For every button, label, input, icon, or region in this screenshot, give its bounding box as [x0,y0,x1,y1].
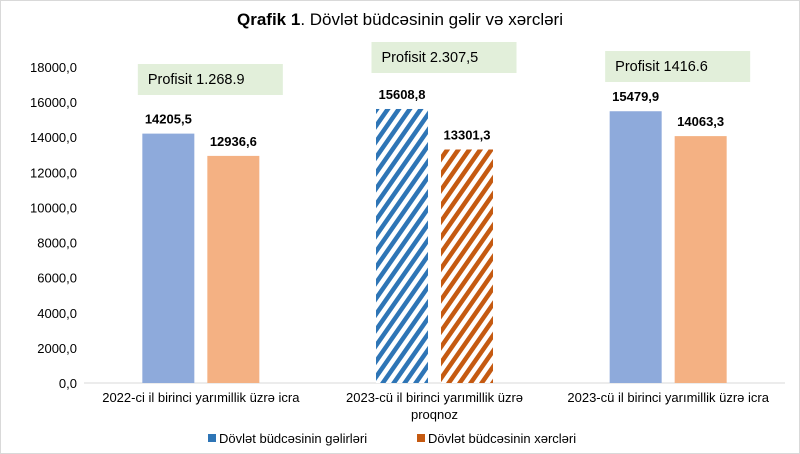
profit-annotation-box [137,64,283,95]
data-label: 14205,5 [145,112,192,127]
title-bold: Qrafik 1 [237,10,300,29]
data-label: 13301,3 [444,127,491,142]
bar-expense [674,136,727,383]
y-tick-label: 2000,0 [37,341,77,356]
y-tick-label: 18000,0 [30,60,77,75]
y-tick-label: 12000,0 [30,165,77,180]
data-label: 12936,6 [210,134,257,149]
chart-title: Qrafik 1. Dövlət büdcəsinin gəlir və xər… [237,10,563,29]
bar-expense [441,149,493,383]
profit-annotation-box [371,42,517,73]
data-label: 14063,3 [677,114,724,129]
legend-label: Dövlət büdcəsinin gəlirləri [219,431,367,446]
bar-revenue [376,108,428,383]
profit-annotation: Profisit 1.268.9 [148,72,245,88]
y-tick-label: 14000,0 [30,130,77,145]
data-label: 15479,9 [612,89,659,104]
x-tick-label: 2022-ci il birinci yarımillik üzrə icra [102,390,300,405]
bar-revenue [609,111,662,383]
profit-annotation: Profisit 2.307,5 [382,50,479,66]
y-tick-label: 6000,0 [37,271,77,286]
legend-label: Dövlət büdcəsinin xərcləri [428,431,576,446]
x-tick-label: 2023-cü il birinci yarımillik üzrə icra [567,390,769,405]
data-label: 15608,8 [379,87,426,102]
y-tick-label: 0,0 [59,376,77,391]
x-tick-label: 2023-cü il birinci yarımillik üzrə [346,390,523,405]
x-tick-label: proqnoz [411,407,458,422]
y-tick-label: 10000,0 [30,200,77,215]
y-tick-label: 8000,0 [37,236,77,251]
title-rest: . Dövlət büdcəsinin gəlir və xərcləri [300,10,563,29]
y-tick-label: 16000,0 [30,95,77,110]
legend-swatch [417,434,425,442]
profit-annotation: Profisit 1416.6 [615,59,708,75]
y-tick-label: 4000,0 [37,306,77,321]
bar-revenue [142,133,195,383]
bar-expense [207,155,260,383]
legend-swatch [208,434,216,442]
profit-annotation-box [605,51,751,82]
